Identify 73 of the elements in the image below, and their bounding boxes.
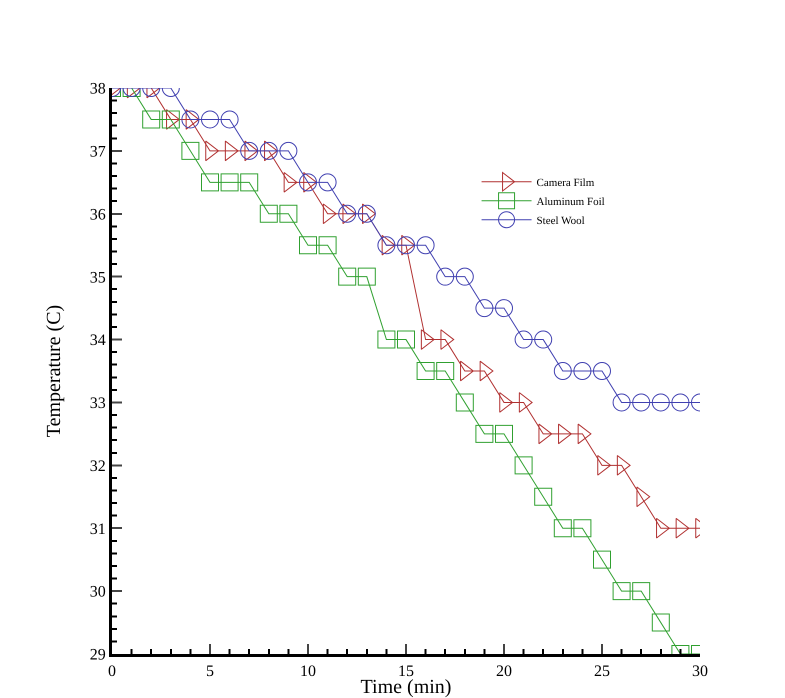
legend-label: Camera Film <box>536 177 595 190</box>
point <box>475 299 494 318</box>
point <box>377 330 396 349</box>
x-tick-label: 5 <box>206 663 214 680</box>
point <box>456 268 474 286</box>
point <box>377 236 396 254</box>
point <box>495 299 513 318</box>
y-tick-label: 37 <box>90 143 106 160</box>
point <box>220 110 239 128</box>
legend-label: Aluminum Foil <box>536 196 605 208</box>
point <box>514 456 533 474</box>
y-tick-label: 31 <box>90 520 106 538</box>
point <box>181 110 200 128</box>
point <box>220 173 239 192</box>
point <box>456 393 474 412</box>
y-tick-label: 32 <box>90 458 106 475</box>
point <box>573 519 592 538</box>
point <box>299 173 317 192</box>
point <box>416 362 435 380</box>
x-tick-label: 25 <box>594 663 610 680</box>
legend-label: Steel Wool <box>536 215 585 228</box>
point <box>397 330 415 349</box>
point <box>671 393 690 412</box>
point <box>318 173 337 192</box>
point <box>475 424 494 443</box>
point <box>240 142 258 160</box>
x-tick-label: 0 <box>108 663 116 680</box>
point <box>260 204 278 223</box>
point <box>554 519 572 538</box>
point <box>318 236 337 254</box>
point <box>593 362 611 380</box>
point <box>358 268 376 286</box>
point <box>534 330 552 349</box>
y-tick-label: 36 <box>90 206 106 224</box>
x-tick-label: 30 <box>692 663 708 680</box>
point <box>201 173 219 192</box>
point <box>436 268 454 286</box>
point <box>495 424 513 443</box>
point <box>338 204 356 223</box>
point <box>260 142 278 160</box>
point <box>240 173 258 192</box>
y-tick-label: 38 <box>90 80 106 98</box>
point <box>279 204 298 223</box>
point <box>534 488 552 506</box>
point <box>593 550 611 569</box>
point <box>436 362 454 380</box>
point <box>201 110 219 128</box>
point <box>612 582 631 600</box>
x-tick-label: 10 <box>300 663 316 680</box>
y-tick-label: 34 <box>90 332 106 350</box>
y-tick-label: 35 <box>90 269 106 286</box>
point <box>181 142 200 160</box>
point <box>554 362 572 380</box>
point <box>612 393 631 412</box>
point <box>358 204 376 223</box>
y-tick-label: 29 <box>90 646 106 664</box>
point <box>652 614 670 632</box>
point <box>416 236 435 254</box>
point <box>162 110 180 128</box>
y-tick-label: 33 <box>90 395 106 412</box>
x-tick-label: 20 <box>496 663 512 680</box>
point <box>279 142 298 160</box>
point <box>573 362 592 380</box>
y-tick-label: 30 <box>90 584 106 601</box>
y-axis-title: Temperature (C) <box>43 304 65 438</box>
point <box>632 582 650 600</box>
point <box>652 393 670 412</box>
point <box>397 236 415 254</box>
point <box>632 393 650 412</box>
point <box>142 110 160 128</box>
point <box>338 268 356 286</box>
point <box>299 236 317 254</box>
point <box>514 330 533 349</box>
